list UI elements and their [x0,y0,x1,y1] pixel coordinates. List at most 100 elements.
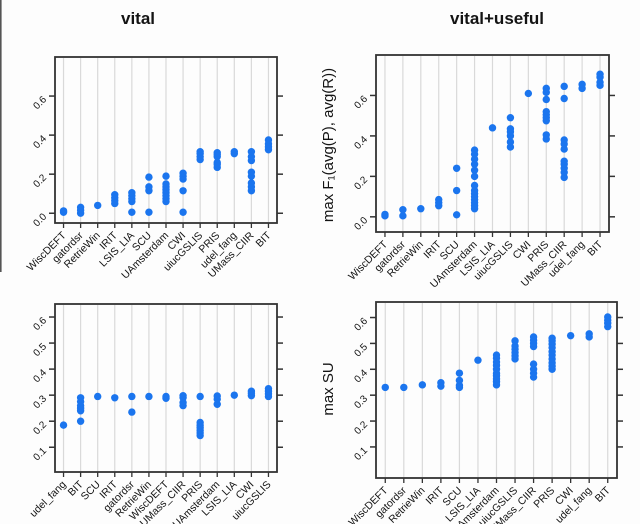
data-point [162,172,170,180]
data-point [264,384,273,393]
data-point [111,190,119,199]
data-point [128,208,136,216]
data-point [213,148,221,157]
data-point [247,168,256,176]
data-point [511,342,519,350]
data-point [529,365,538,373]
data-point [452,164,461,172]
data-point [247,387,256,395]
y-tick-label: 0.6 [353,93,371,111]
data-point [213,158,221,167]
data-point [470,160,479,168]
category-label: BIT [593,484,613,504]
data-point [524,89,533,98]
panel-f1-vital-useful: 0.00.20.40.6WiscDEFTgatordsrRetrieWinIRI… [346,54,615,290]
data-point [506,143,515,151]
data-point [560,82,568,91]
y-tick-label: 0.3 [353,393,371,411]
y-tick-label: 0.4 [32,367,50,385]
data-point [455,369,464,377]
data-point [560,94,568,103]
data-point [418,381,427,389]
data-point [111,394,119,402]
data-point [400,383,408,392]
data-point [179,187,187,195]
data-point [145,392,153,401]
y-tick-label: 0.3 [32,393,50,411]
data-point [596,78,604,87]
data-point [213,400,221,408]
data-point [76,417,85,425]
data-point [128,189,136,197]
data-point [560,145,568,153]
data-point [596,70,604,78]
data-point [470,181,479,190]
data-point [529,333,538,341]
data-point [604,313,612,321]
data-point [417,205,425,213]
data-point [437,379,445,387]
data-point [488,124,497,132]
panel-su-vital: 0.10.20.30.40.50.6udel_fangBITSCUIRITgat… [28,303,283,524]
y-tick-label: 0.6 [353,316,371,334]
y-axis-label-max-f1: max F₁(avg(P), avg(R)) [320,68,337,222]
y-tick-label: 0.1 [32,445,50,463]
data-point [196,148,204,156]
data-point [179,208,187,216]
data-point [145,173,153,181]
data-point [93,392,102,401]
data-point [492,351,501,359]
data-point [474,356,482,364]
y-axis-label-max-su: max SU [320,362,337,415]
left-edge-artifact [0,0,2,272]
data-point [196,418,204,427]
column-title-vital-useful: vital+useful [450,9,544,28]
data-point [247,148,256,156]
data-point [542,84,550,93]
data-point [93,201,102,210]
data-point [381,383,389,392]
data-point [145,183,153,191]
panel-su-vital-useful: 0.10.20.30.40.50.6WiscDEFTgatordsrRetrie… [346,301,623,524]
data-point [59,421,68,429]
data-point [128,408,136,416]
y-tick-label: 0.5 [32,341,50,359]
data-point [230,148,239,156]
category-label: udel_fang [28,479,69,520]
data-point [162,392,170,401]
y-tick-label: 0.6 [32,94,50,112]
data-point [162,180,170,188]
y-tick-label: 0.4 [353,134,371,152]
data-point [452,186,461,195]
data-point [452,211,461,219]
y-tick-label: 0.6 [32,315,50,333]
y-tick-label: 0.5 [353,341,371,359]
y-tick-label: 0.2 [32,172,50,190]
y-tick-label: 0.4 [32,133,50,151]
data-point [59,207,68,215]
data-point [560,136,568,144]
data-point [76,394,85,402]
data-point [506,125,515,133]
data-point [399,206,407,214]
data-point [585,330,593,338]
y-tick-label: 0.1 [353,445,371,463]
data-point [128,392,136,401]
panel-f1-vital: 0.00.20.40.6WiscDEFTgatordsrRetrieWinIRI… [25,56,283,281]
data-point [566,331,575,340]
y-tick-label: 0.2 [353,419,371,437]
data-point [230,391,239,399]
data-point [542,131,550,139]
column-title-vital: vital [121,9,155,28]
data-point [213,392,221,400]
data-point [435,195,443,204]
data-point [470,166,479,175]
y-tick-label: 0.0 [32,211,50,229]
data-point [529,360,538,368]
category-label: BIT [254,229,274,249]
data-point [179,391,187,400]
data-point [470,146,479,154]
data-point [542,95,550,104]
category-label: BIT [585,238,605,258]
